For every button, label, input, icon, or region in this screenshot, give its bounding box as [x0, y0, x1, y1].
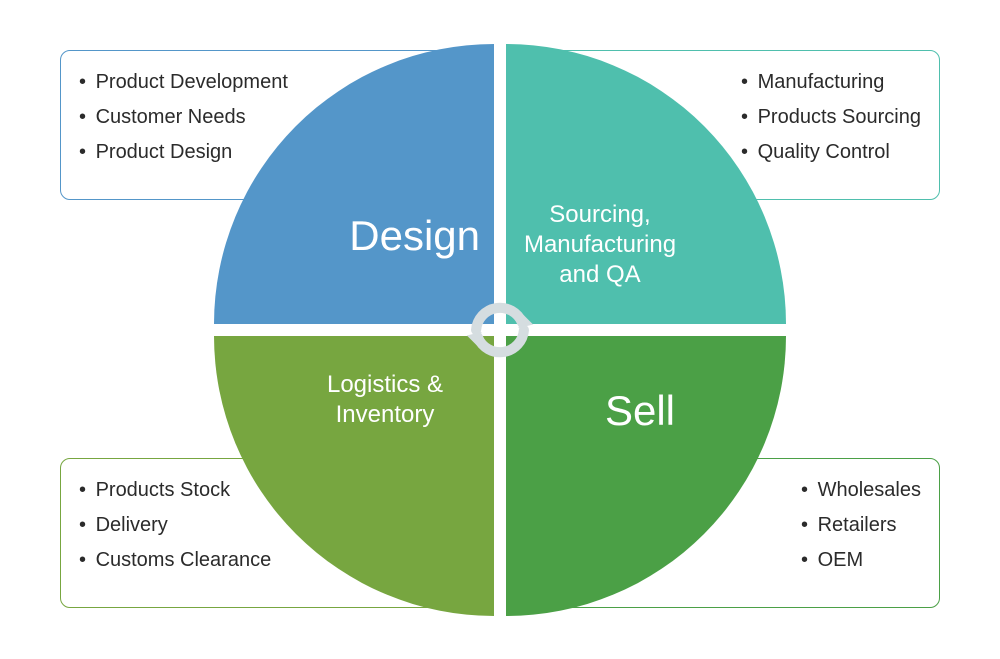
quadrant-label-logistics: Logistics & Inventory	[300, 370, 470, 430]
diagram-canvas: Product Development Customer Needs Produ…	[0, 0, 1000, 659]
quadrant-label-sell: Sell	[540, 385, 740, 438]
quadrant-label-design: Design	[280, 210, 480, 263]
list-item: Wholesales	[801, 473, 921, 508]
list-item: Retailers	[801, 508, 921, 543]
quadrant-label-sourcing: Sourcing, Manufacturing and QA	[510, 200, 690, 290]
list-item: OEM	[801, 543, 921, 578]
cycle-arrows-icon	[454, 284, 546, 376]
pie-chart: Design Sourcing, Manufacturing and QA Se…	[220, 50, 780, 610]
